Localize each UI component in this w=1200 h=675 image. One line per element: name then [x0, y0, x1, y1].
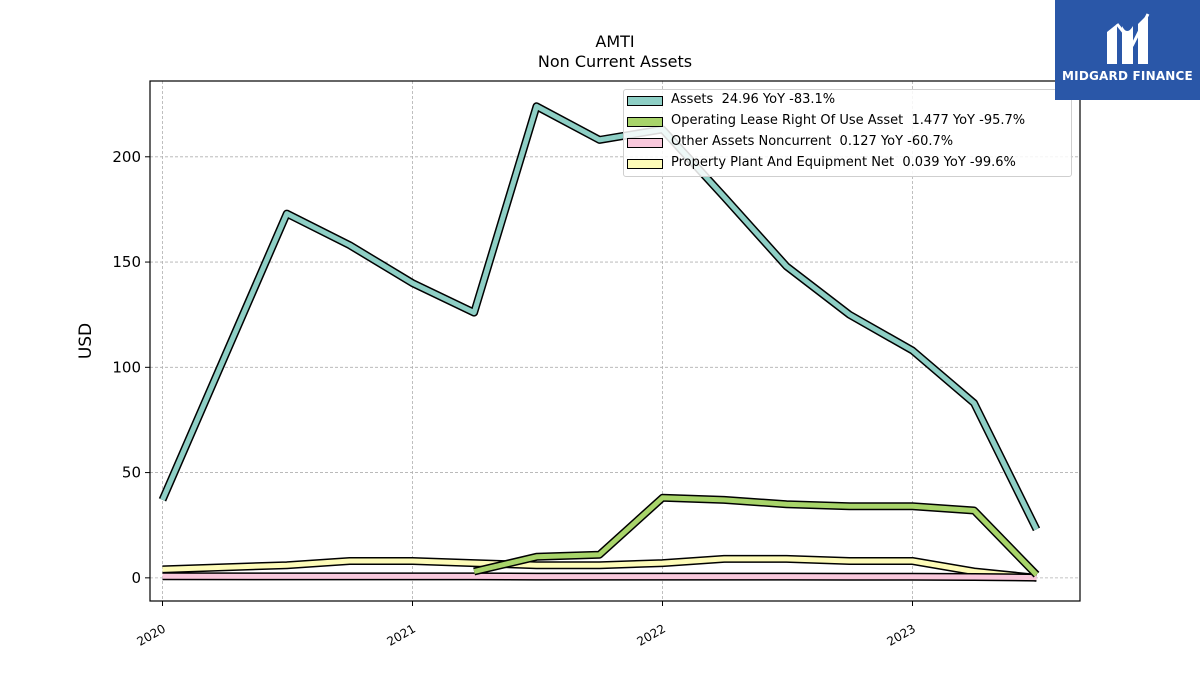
- x-axis: 2020 2021 2022 2023: [135, 601, 918, 649]
- legend: Assets 24.96 YoY -83.1% Operating Lease …: [623, 89, 1072, 177]
- logo-mark-icon: [1107, 13, 1150, 64]
- y-tick-label: 100: [112, 358, 141, 376]
- legend-swatch-ppe: [627, 159, 663, 169]
- legend-item-operating-lease: Operating Lease Right Of Use Asset 1.477…: [624, 112, 1073, 132]
- series-layer: [158, 102, 1041, 582]
- x-tick-label: 2020: [135, 621, 168, 648]
- y-tick-label: 200: [112, 148, 141, 166]
- series-line: [473, 495, 1039, 577]
- series-line: [162, 556, 1037, 581]
- legend-label-other-assets: Other Assets Noncurrent 0.127 YoY -60.7%: [671, 134, 954, 149]
- legend-item-other-assets: Other Assets Noncurrent 0.127 YoY -60.7%: [624, 133, 1073, 153]
- legend-label-operating-lease: Operating Lease Right Of Use Asset 1.477…: [671, 113, 1026, 128]
- x-tick-label: 2021: [385, 621, 418, 648]
- x-tick-label: 2022: [635, 621, 668, 648]
- y-tick-label: 50: [122, 464, 141, 482]
- brand-logo: MIDGARD FINANCE: [1055, 0, 1200, 100]
- chart-subtitle: Non Current Assets: [537, 52, 693, 71]
- legend-label-ppe: Property Plant And Equipment Net 0.039 Y…: [671, 155, 1016, 170]
- x-tick-label: 2023: [885, 621, 918, 648]
- legend-swatch-other-assets: [627, 138, 663, 148]
- series-line: [162, 573, 1037, 581]
- y-axis: 0 50 100 150 200: [112, 148, 150, 587]
- y-axis-label: USD: [76, 323, 96, 359]
- legend-label-assets: Assets 24.96 YoY -83.1%: [671, 92, 836, 107]
- y-tick-label: 0: [131, 569, 141, 587]
- grid: [150, 81, 1080, 601]
- logo-text: MIDGARD FINANCE: [1062, 69, 1193, 83]
- legend-swatch-operating-lease: [627, 117, 663, 127]
- legend-item-assets: Assets 24.96 YoY -83.1%: [624, 91, 1073, 111]
- chart-title: AMTI: [595, 32, 635, 51]
- y-tick-label: 150: [112, 253, 141, 271]
- plot-frame: [149, 80, 1081, 602]
- legend-item-ppe: Property Plant And Equipment Net 0.039 Y…: [624, 154, 1073, 174]
- legend-swatch-assets: [627, 96, 663, 106]
